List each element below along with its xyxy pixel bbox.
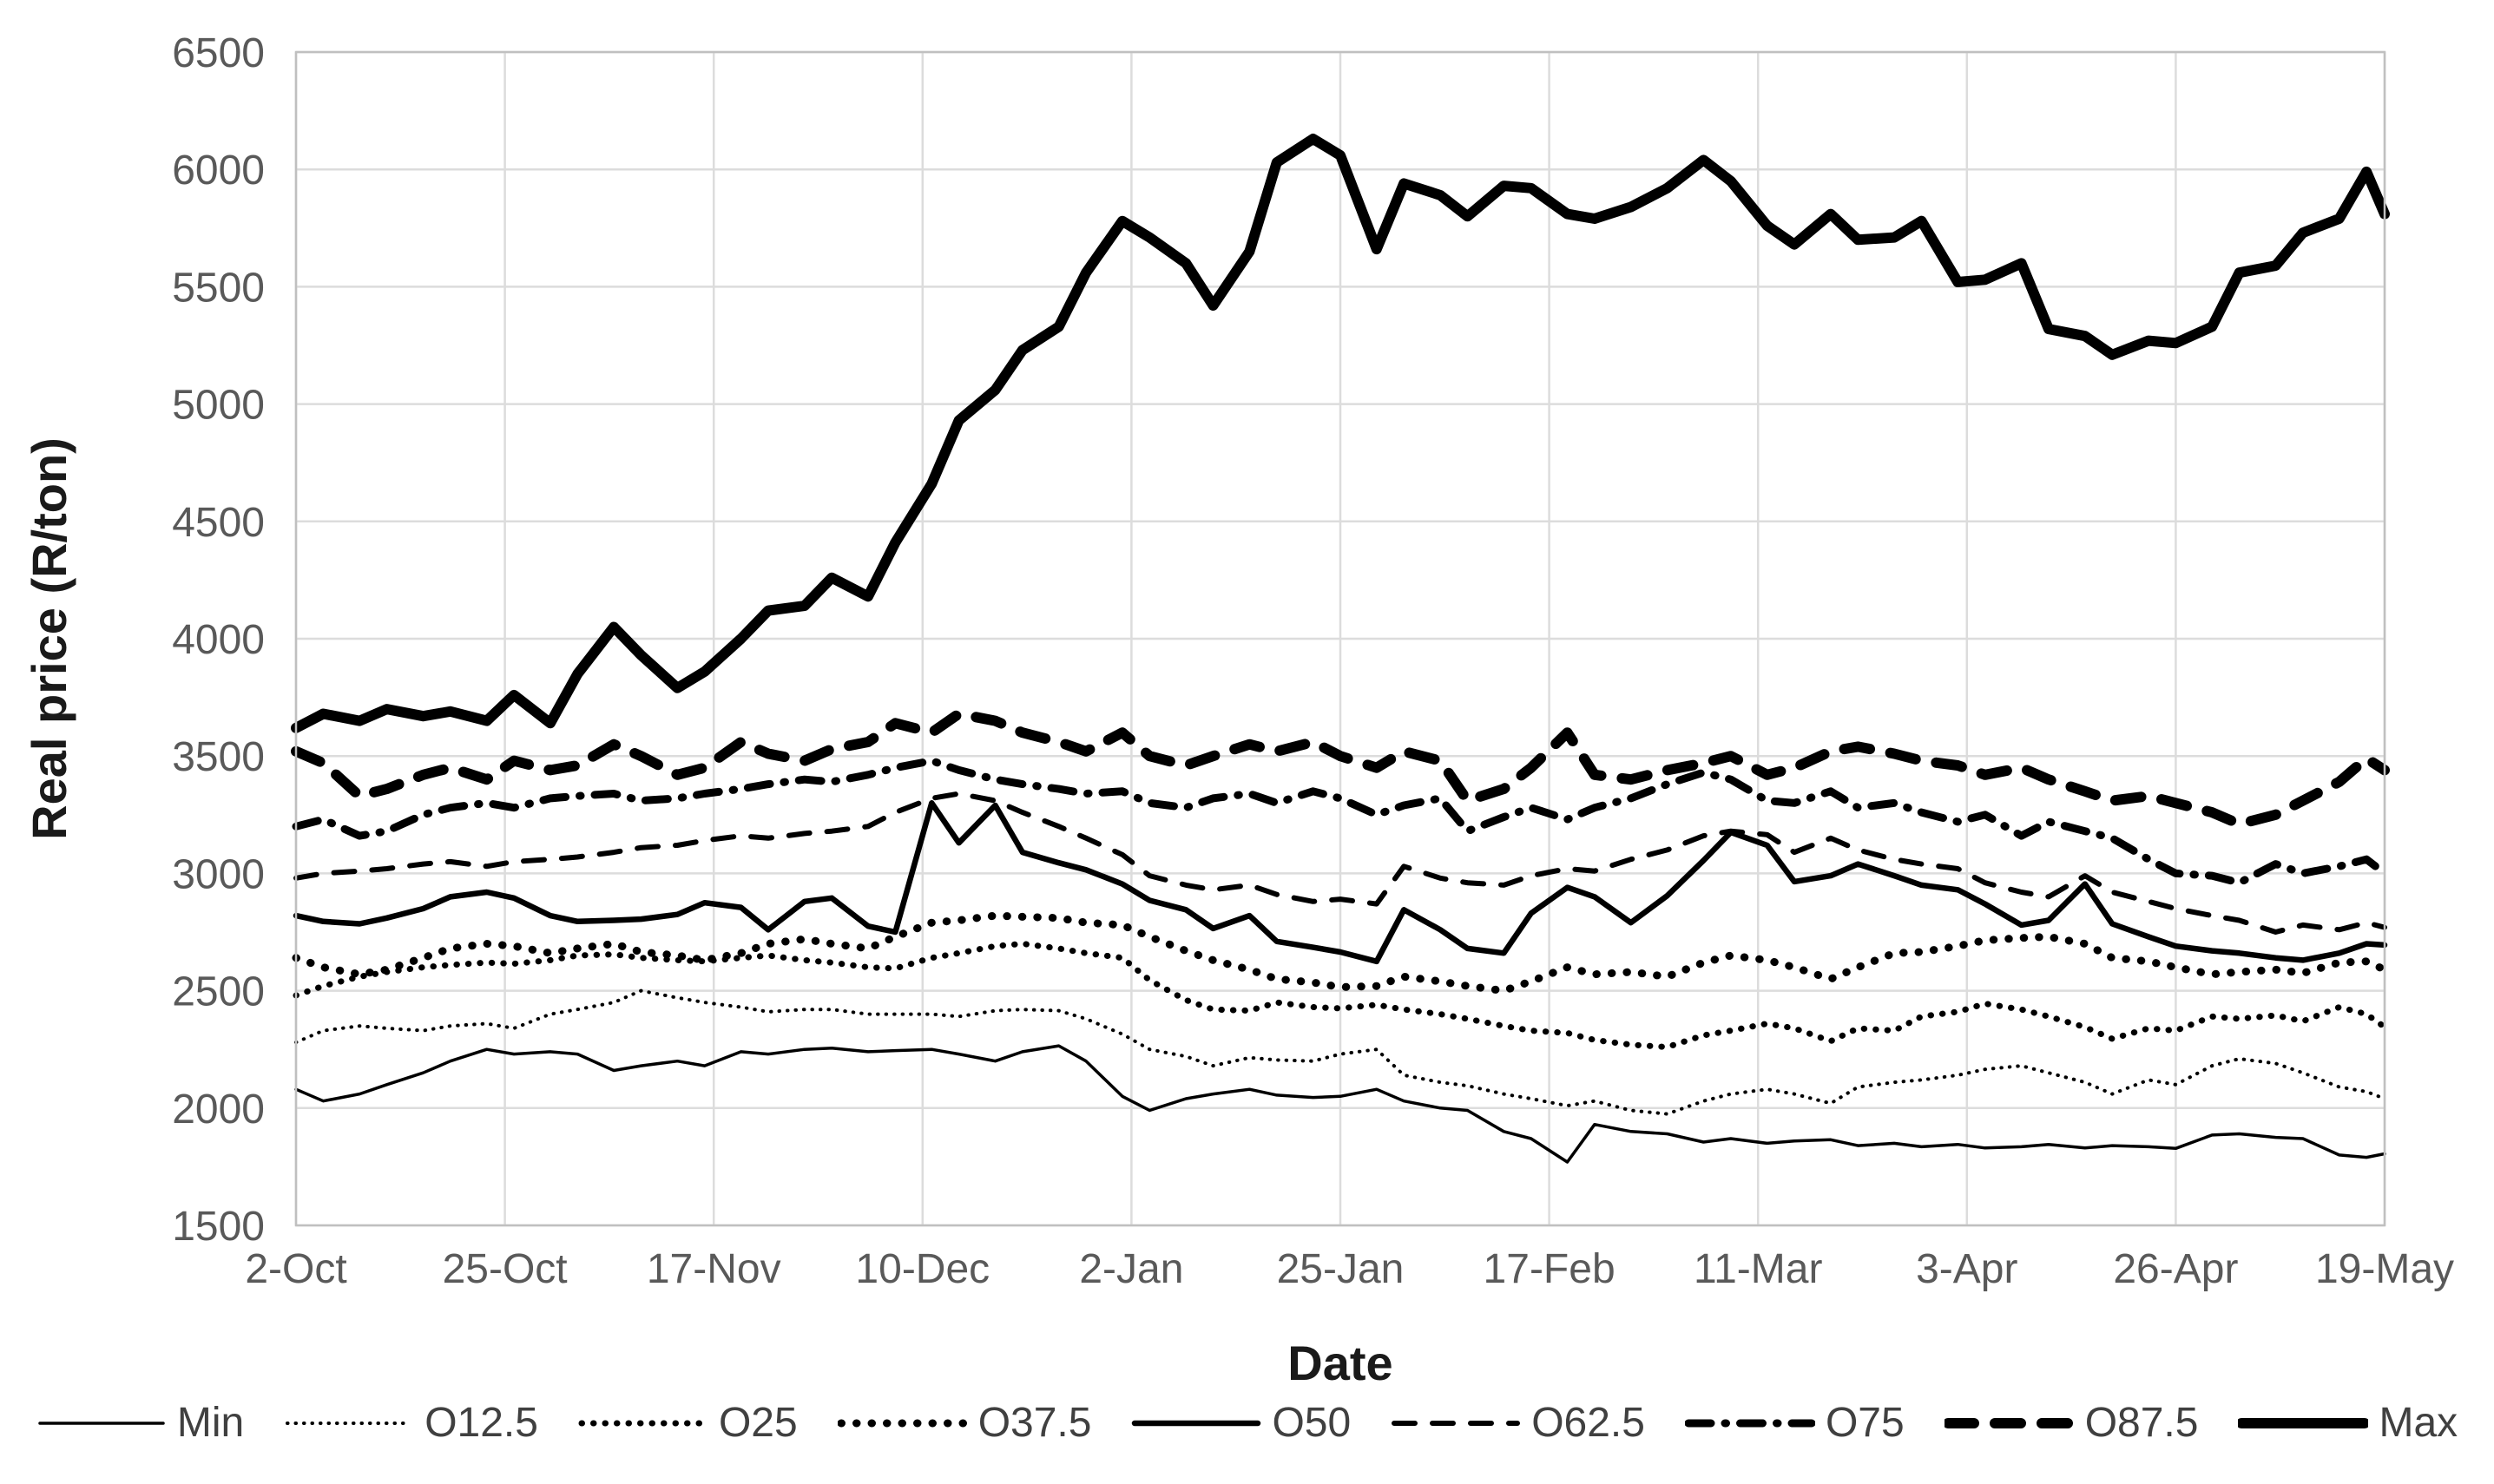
x-tick-label: 3-Apr — [1916, 1246, 2017, 1292]
legend-item-o87.5: O87.5 — [1944, 1399, 2199, 1447]
legend-item-max: Max — [2238, 1399, 2458, 1447]
x-tick-label: 26-Apr — [2113, 1246, 2238, 1292]
y-tick-label: 2000 — [172, 1087, 265, 1133]
legend-label: O62.5 — [1531, 1400, 1645, 1446]
legend-label: Max — [2379, 1400, 2458, 1446]
chart-legend: Min O12.5 O25 O37.5 O50 O62.5 O75 O87.5 Max — [0, 1399, 2494, 1447]
legend-line-sample — [286, 1421, 413, 1425]
legend-item-o37.5: O37.5 — [837, 1399, 1092, 1447]
y-axis-title: Real price (R/ton) — [22, 437, 76, 840]
legend-label: O75 — [1825, 1400, 1905, 1446]
x-tick-label: 25-Jan — [1277, 1246, 1405, 1292]
legend-label: O87.5 — [2084, 1400, 2199, 1446]
legend-line-sample — [38, 1421, 165, 1425]
legend-label: Min — [176, 1400, 245, 1446]
y-tick-label: 3000 — [172, 851, 265, 897]
series-line-o87.5 — [291, 708, 2390, 830]
legend-item-o75: O75 — [1684, 1399, 1905, 1447]
legend-item-o62.5: O62.5 — [1391, 1399, 1645, 1447]
legend-label: O37.5 — [977, 1400, 1092, 1446]
series-line-max — [291, 134, 2390, 733]
y-tick-label: 6000 — [172, 148, 265, 194]
series-line-o25 — [293, 941, 2388, 1050]
series-line-o62.5 — [293, 791, 2387, 935]
legend-line-sample — [837, 1419, 968, 1427]
legend-line-sample — [1684, 1419, 1815, 1427]
series-line-o75 — [292, 757, 2389, 887]
legend-line-sample — [1132, 1420, 1261, 1426]
y-tick-label: 6500 — [172, 30, 265, 76]
legend-line-sample — [578, 1420, 708, 1426]
legend-item-o50: O50 — [1131, 1399, 1351, 1447]
series-line-min — [294, 1044, 2386, 1164]
x-tick-label: 10-Dec — [855, 1246, 990, 1292]
x-tick-label: 25-Oct — [443, 1246, 568, 1292]
y-tick-label: 2500 — [172, 969, 265, 1015]
y-tick-label: 5500 — [172, 265, 265, 311]
series-layer — [291, 134, 2390, 1164]
x-tick-label: 19-May — [2315, 1246, 2454, 1292]
legend-item-o12.5: O12.5 — [284, 1399, 538, 1447]
legend-line-sample — [1944, 1417, 2075, 1428]
axis-layer: 1500 2000 2500 3000 3500 4000 4500 5000 5500 6000… — [172, 30, 2454, 1292]
plot-border — [294, 50, 2386, 1227]
y-tick-label: 3500 — [172, 734, 265, 780]
x-tick-label: 17-Feb — [1484, 1246, 1616, 1292]
y-tick-label: 5000 — [172, 383, 265, 429]
legend-label: O25 — [718, 1400, 798, 1446]
x-tick-label: 2-Oct — [245, 1246, 346, 1292]
legend-line-sample — [1392, 1420, 1521, 1426]
x-tick-label: 17-Nov — [647, 1246, 781, 1292]
legend-item-min: Min — [36, 1399, 244, 1447]
y-tick-label: 4500 — [172, 500, 265, 546]
x-tick-label: 2-Jan — [1079, 1246, 1183, 1292]
y-tick-label: 4000 — [172, 617, 265, 663]
x-axis-title: Date — [1287, 1336, 1392, 1390]
legend-label: O50 — [1272, 1400, 1352, 1446]
legend-label: O12.5 — [424, 1400, 538, 1446]
legend-item-o25: O25 — [578, 1399, 798, 1447]
x-tick-label: 11-Mar — [1694, 1246, 1822, 1292]
y-tick-label: 1500 — [172, 1204, 265, 1250]
series-line-o12.5 — [294, 988, 2386, 1116]
series-line-o50 — [293, 800, 2388, 965]
legend-line-sample — [2238, 1417, 2369, 1428]
